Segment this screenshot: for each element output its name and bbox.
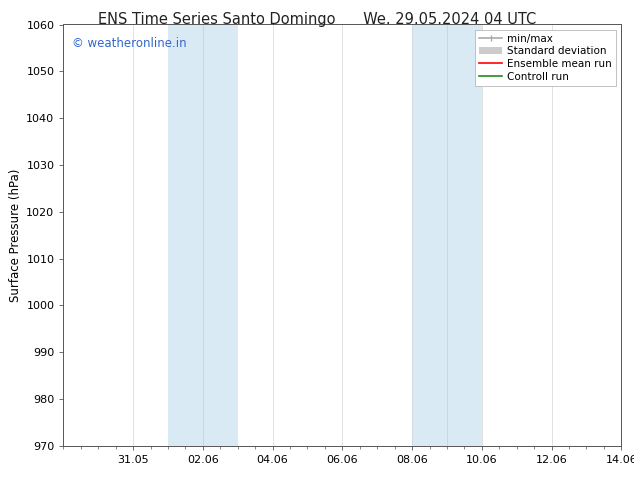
- Y-axis label: Surface Pressure (hPa): Surface Pressure (hPa): [9, 169, 22, 302]
- Text: © weatheronline.in: © weatheronline.in: [72, 37, 186, 50]
- Bar: [412, 24, 482, 446]
- Legend: min/max, Standard deviation, Ensemble mean run, Controll run: min/max, Standard deviation, Ensemble me…: [475, 30, 616, 86]
- Text: ENS Time Series Santo Domingo      We. 29.05.2024 04 UTC: ENS Time Series Santo Domingo We. 29.05.…: [98, 12, 536, 27]
- Bar: [168, 24, 238, 446]
